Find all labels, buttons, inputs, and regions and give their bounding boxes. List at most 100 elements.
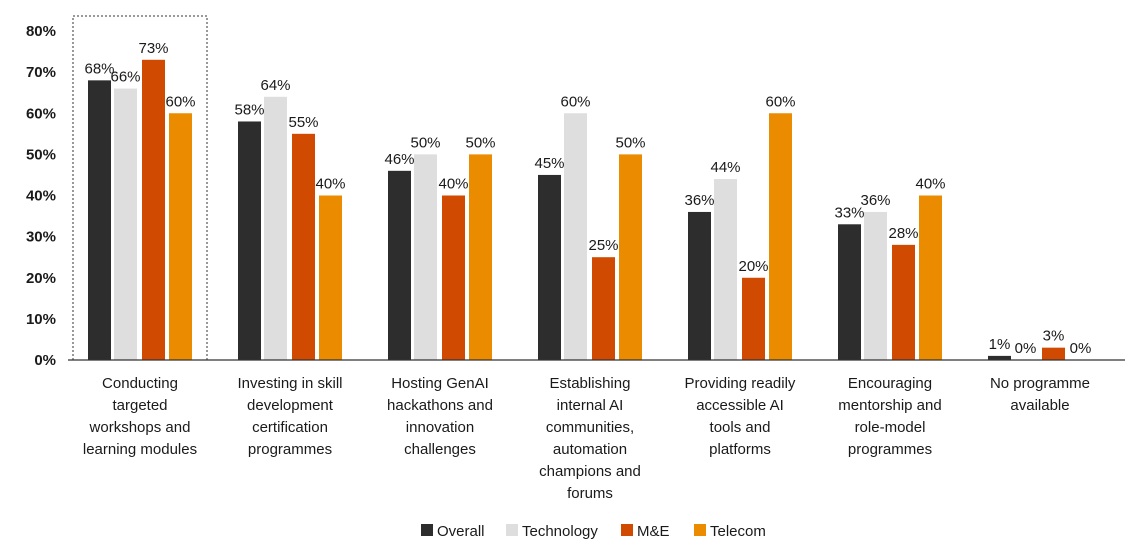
legend-label: M&E [637,523,670,540]
bar-overall [538,174,561,360]
legend-label: Overall [437,523,485,540]
data-label: 40% [438,176,468,193]
bar-technology [414,154,437,360]
category-label: communities, [546,419,634,436]
category-label: workshops and [89,419,191,436]
y-tick-label: 70% [26,64,56,81]
data-label: 50% [410,134,440,151]
category-label: forums [567,485,613,502]
legend-swatch-technology [506,524,518,536]
category-label: Conducting [102,375,178,392]
data-label: 3% [1043,328,1065,345]
category-label: automation [553,441,627,458]
category-label: targeted [112,397,167,414]
bar-technology [714,179,737,360]
bar-telecom [319,195,342,360]
category-label: Hosting GenAI [391,375,489,392]
legend-swatch-telecom [694,524,706,536]
bar-overall [88,80,111,360]
bar-telecom [619,154,642,360]
data-label: 36% [684,192,714,209]
bar-overall [838,224,861,360]
category-label: learning modules [83,441,197,458]
bar-telecom [769,113,792,360]
data-label: 20% [738,258,768,275]
data-label: 55% [288,114,318,131]
data-label: 0% [1015,340,1037,357]
y-tick-label: 60% [26,105,56,122]
y-tick-label: 40% [26,188,56,205]
category-label: internal AI [557,397,624,414]
data-label: 25% [588,237,618,254]
bar-me [742,277,765,360]
data-label: 60% [765,93,795,110]
bar-telecom [919,195,942,360]
bar-me [892,244,915,360]
bar-technology [114,88,137,360]
y-tick-label: 50% [26,146,56,163]
data-label: 33% [834,204,864,221]
bar-me [292,133,315,360]
data-label: 68% [84,60,114,77]
category-label: Encouraging [848,375,932,392]
bar-technology [264,96,287,361]
data-label: 46% [384,151,414,168]
category-label: Establishing [550,375,631,392]
bar-overall [388,170,411,360]
category-label: Providing readily [685,375,796,392]
category-label: tools and [710,419,771,436]
legend-label: Telecom [710,523,766,540]
category-label: programmes [248,441,332,458]
category-label: programmes [848,441,932,458]
category-label: development [247,397,334,414]
category-label: challenges [404,441,476,458]
category-label: available [1010,397,1069,414]
category-label: No programme [990,375,1090,392]
bar-overall [238,121,261,360]
y-tick-label: 30% [26,229,56,246]
data-label: 64% [260,77,290,94]
data-label: 73% [138,40,168,57]
data-label: 40% [315,176,345,193]
legend-swatch-me [621,524,633,536]
bar-technology [864,211,887,360]
data-label: 50% [465,134,495,151]
y-tick-label: 0% [34,352,56,369]
bar-me [1042,347,1065,360]
data-label: 60% [560,93,590,110]
legend-swatch-overall [421,524,433,536]
data-label: 44% [710,159,740,176]
data-label: 40% [915,176,945,193]
category-label: certification [252,419,328,436]
y-tick-label: 10% [26,311,56,328]
data-label: 60% [165,93,195,110]
data-label: 58% [234,101,264,118]
bar-me [142,59,165,360]
bar-me [592,257,615,360]
data-label: 45% [534,155,564,172]
data-label: 66% [110,69,140,86]
category-label: hackathons and [387,397,493,414]
data-label: 1% [989,336,1011,353]
bar-overall [688,211,711,360]
y-tick-label: 80% [26,23,56,40]
legend-label: Technology [522,523,598,540]
category-label: innovation [406,419,474,436]
bar-overall [988,355,1011,360]
bar-me [442,195,465,360]
category-label: platforms [709,441,771,458]
y-tick-label: 20% [26,270,56,287]
data-label: 36% [860,192,890,209]
category-label: champions and [539,463,641,480]
bar-telecom [469,154,492,360]
data-label: 28% [888,225,918,242]
data-label: 0% [1070,340,1092,357]
bar-technology [564,113,587,360]
category-label: mentorship and [838,397,941,414]
data-label: 50% [615,134,645,151]
category-label: accessible AI [696,397,784,414]
bar-telecom [169,113,192,360]
category-label: Investing in skill [237,375,342,392]
category-label: role-model [855,419,926,436]
